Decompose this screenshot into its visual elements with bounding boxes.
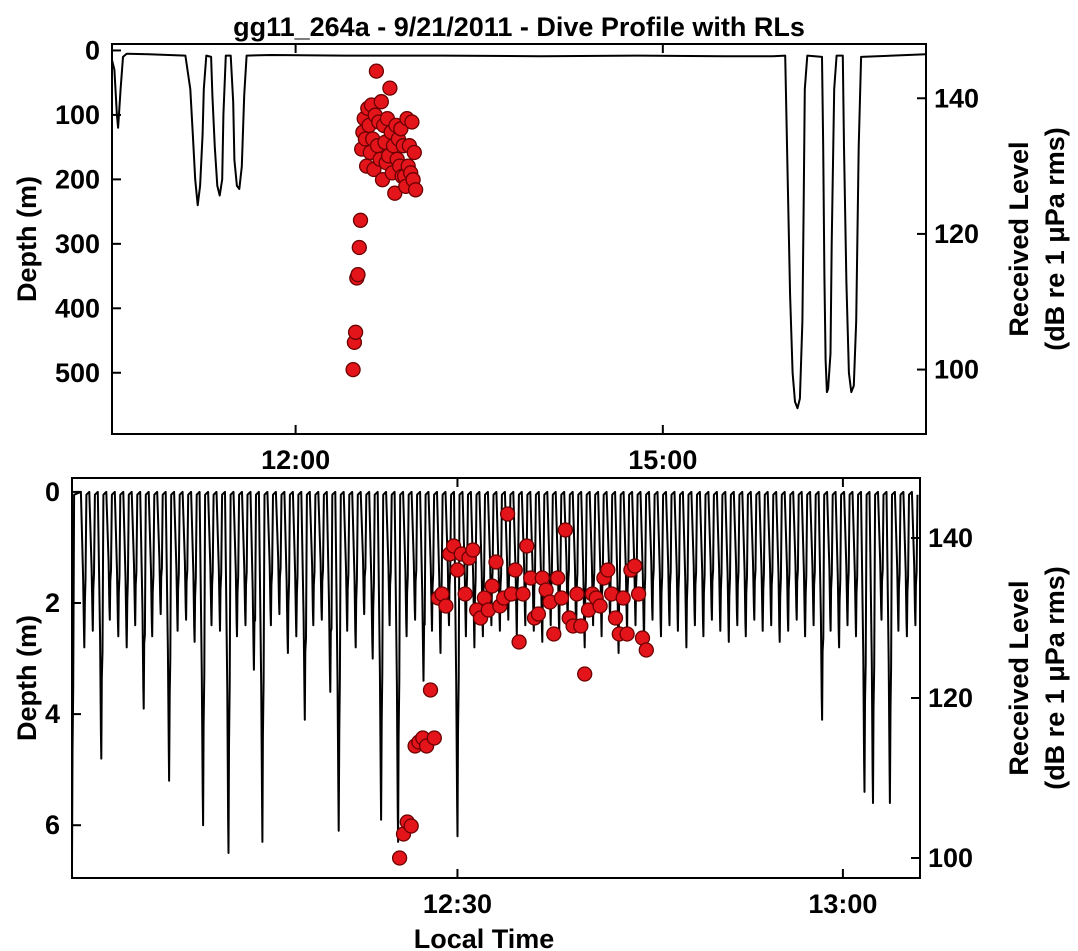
top-rl-point [404, 114, 420, 130]
top-rl-point [373, 94, 389, 110]
bottom-rl-point [630, 586, 647, 602]
bottom-rl-point [553, 590, 570, 606]
bottom-rl-point [515, 586, 531, 602]
bottom-rl-point [488, 554, 504, 570]
top-rl-point [387, 185, 403, 201]
bottom-rl-point [577, 666, 593, 682]
bottom-rl-point [499, 506, 516, 522]
bottom-rl-point [484, 578, 500, 594]
top-y-tick-label: 0 [85, 35, 100, 65]
top-y-tick-label: 400 [55, 293, 100, 323]
top-rl-point [407, 182, 424, 198]
bottom-x-tick-label: 12:30 [423, 889, 492, 919]
bottom-rl-point [403, 818, 419, 834]
top-panel: 0 100 200 300 400 500 100 120 140 12:00 15:00 Depth… [12, 35, 1070, 475]
top-y2-tick-label: 120 [934, 219, 979, 249]
bottom-rl-point [546, 626, 562, 642]
bottom-rl-point [449, 562, 466, 578]
bottom-rl-point [557, 522, 574, 538]
bottom-y2-tick-label: 100 [928, 843, 973, 873]
bottom-y2-axis-label-line2: (dB re 1 μPa rms) [1040, 566, 1070, 790]
bottom-y-tick-label: 0 [45, 477, 60, 507]
bottom-rl-point [607, 610, 624, 626]
top-rl-point [368, 63, 385, 79]
bottom-y-axis-label: Depth (m) [12, 615, 42, 741]
bottom-rl-point [465, 542, 481, 558]
bottom-rl-point [592, 598, 608, 614]
top-y-tick-label: 300 [55, 229, 100, 259]
bottom-x-tick-label: 13:00 [808, 889, 877, 919]
bottom-rl-point [457, 586, 473, 602]
bottom-rl-point [391, 850, 408, 866]
top-y2-axis-label-line2: (dB re 1 μPa rms) [1040, 127, 1070, 351]
bottom-panel: 0 2 4 6 100 120 140 12:30 13:00 Depth (m) Received… [12, 477, 1070, 919]
bottom-rl-point [511, 634, 527, 650]
figure-title: gg11_264a - 9/21/2011 - Dive Profile wit… [233, 12, 805, 42]
top-rl-point [382, 80, 398, 96]
top-rl-point [345, 361, 361, 378]
shared-x-axis-label: Local Time [414, 924, 555, 951]
bottom-rl-point [426, 730, 442, 746]
bottom-rl-point [530, 606, 547, 622]
top-y-axis-label: Depth (m) [12, 176, 42, 302]
top-rl-point [352, 212, 369, 228]
bottom-rl-point [573, 618, 589, 634]
top-axes-frame [111, 43, 927, 435]
bottom-rl-point [569, 586, 585, 602]
bottom-y-tick-label: 6 [45, 810, 60, 840]
bottom-rl-point [507, 562, 523, 578]
top-y2-axis-label-line1: Received Level [1004, 141, 1034, 336]
top-rl-point [351, 239, 367, 256]
bottom-rl-point [615, 590, 631, 606]
bottom-rl-point [422, 682, 439, 698]
bottom-y2-tick-label: 120 [928, 683, 973, 713]
top-rl-point [406, 144, 422, 161]
bottom-y2-tick-label: 140 [928, 523, 973, 553]
top-y-tick-label: 100 [55, 100, 100, 130]
bottom-depth-line [72, 490, 919, 866]
top-y2-tick-label: 100 [934, 355, 979, 385]
bottom-rl-point [619, 626, 635, 642]
bottom-rl-point [519, 538, 535, 554]
top-y-tick-label: 500 [55, 358, 100, 388]
bottom-rl-point [550, 570, 566, 586]
top-x-tick-label: 15:00 [628, 445, 697, 475]
bottom-rl-point [600, 562, 616, 578]
top-y-tick-label: 200 [55, 164, 100, 194]
top-depth-line [112, 52, 926, 410]
bottom-y-tick-label: 2 [45, 588, 60, 618]
bottom-rl-point [438, 598, 454, 614]
bottom-y-tick-label: 4 [45, 699, 60, 729]
top-rl-point [347, 324, 364, 340]
top-x-tick-label: 12:00 [261, 445, 330, 475]
bottom-axes-frame [71, 477, 921, 879]
bottom-rl-point [627, 558, 643, 574]
bottom-y2-axis-label-line1: Received Level [1004, 580, 1034, 775]
bottom-rl-point [638, 642, 654, 658]
top-y2-tick-label: 140 [934, 83, 979, 113]
top-rl-point [350, 266, 366, 283]
